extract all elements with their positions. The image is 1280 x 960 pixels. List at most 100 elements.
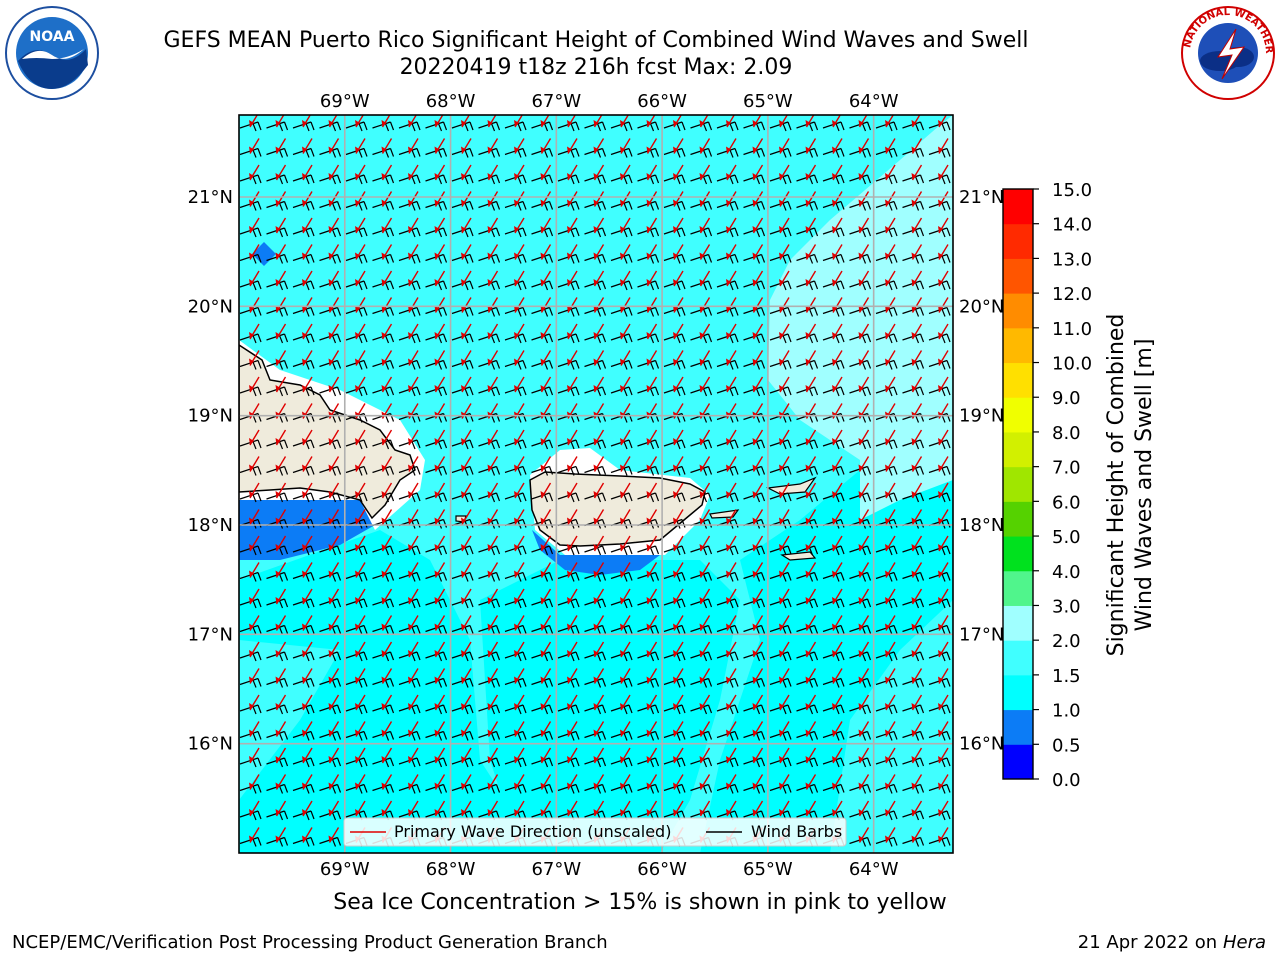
wind-barb — [716, 757, 739, 768]
wave-direction-arrow — [302, 588, 313, 605]
wave-direction-arrow — [514, 297, 525, 313]
wind-barb — [610, 598, 633, 609]
wave-direction-arrow — [302, 694, 313, 711]
wind-barb — [504, 333, 527, 344]
wave-direction-arrow — [381, 774, 393, 790]
wave-direction-arrow — [355, 244, 366, 260]
wind-barb — [663, 757, 686, 768]
wind-barb — [716, 280, 739, 291]
wave-direction-arrow — [487, 164, 499, 181]
wind-barb — [557, 704, 580, 715]
wave-direction-arrow — [938, 429, 949, 446]
wave-direction-arrow — [620, 191, 631, 207]
wave-direction-arrow — [858, 800, 870, 817]
wave-direction-arrow — [249, 164, 260, 181]
wave-direction-arrow — [302, 429, 313, 446]
wave-direction-arrow — [275, 244, 287, 260]
wind-barb — [928, 227, 951, 238]
wave-direction-arrow — [805, 191, 817, 207]
colorbar-bin — [1003, 223, 1033, 259]
wind-barb — [239, 836, 262, 847]
noaa-logo-text: NOAA — [30, 29, 75, 45]
footer-credit: NCEP/EMC/Verification Post Processing Pr… — [12, 932, 608, 953]
wave-direction-arrow — [752, 615, 764, 631]
wave-direction-arrow — [646, 721, 658, 737]
wind-barb — [849, 651, 872, 662]
wave-direction-arrow — [779, 747, 790, 764]
wave-direction-arrow — [302, 297, 313, 313]
wind-barb — [875, 624, 898, 635]
wind-barb — [345, 439, 368, 450]
wave-direction-arrow — [461, 694, 472, 711]
wind-barb — [716, 174, 739, 185]
wind-barb — [849, 465, 872, 476]
wave-direction-arrow — [726, 509, 737, 525]
wind-barb — [928, 624, 951, 635]
wind-barb — [610, 174, 633, 185]
wind-barb — [451, 253, 474, 264]
wind-barb — [690, 624, 713, 635]
wave-direction-arrow — [699, 115, 709, 128]
wave-direction-arrow — [487, 456, 499, 472]
wind-barb — [796, 280, 819, 291]
wave-direction-arrow — [593, 562, 605, 578]
wave-direction-arrow — [699, 323, 711, 340]
wave-direction-arrow — [487, 350, 499, 366]
wave-direction-arrow — [752, 217, 764, 234]
wave-direction-arrow — [275, 350, 287, 366]
wave-direction-arrow — [673, 164, 684, 181]
wave-direction-arrow — [540, 217, 552, 234]
wind-barb — [769, 571, 792, 582]
wave-direction-arrow — [646, 191, 658, 207]
wave-direction-arrow — [779, 164, 790, 181]
wave-direction-arrow — [434, 270, 446, 287]
wave-direction-arrow — [858, 350, 870, 366]
wind-barb — [531, 200, 554, 211]
wind-barb — [902, 465, 925, 476]
wind-barb — [425, 783, 448, 794]
wind-barb — [743, 571, 766, 582]
wind-barb — [266, 465, 289, 476]
wind-barb — [584, 704, 607, 715]
wind-barb — [319, 333, 342, 344]
wind-barb — [425, 651, 448, 662]
wind-barb — [875, 174, 898, 185]
wind-barb — [875, 598, 898, 609]
wave-direction-arrow — [911, 588, 923, 605]
wave-direction-arrow — [938, 115, 948, 128]
wind-barb — [875, 730, 898, 741]
wind-barb — [319, 810, 342, 821]
wind-barb — [292, 810, 315, 821]
wind-barb — [531, 704, 554, 715]
wave-direction-arrow — [355, 138, 366, 154]
wind-barb — [849, 810, 872, 821]
wave-direction-arrow — [620, 164, 631, 181]
wave-direction-arrow — [540, 297, 552, 313]
wave-direction-arrow — [832, 668, 843, 684]
wind-barb — [849, 545, 872, 556]
wave-direction-arrow — [434, 588, 446, 605]
map-area — [239, 115, 953, 853]
colorbar-bin — [1003, 744, 1033, 780]
wave-direction-arrow — [673, 668, 684, 684]
wave-direction-arrow — [858, 747, 870, 764]
wave-direction-arrow — [434, 138, 446, 154]
wind-barb — [504, 439, 527, 450]
wave-direction-arrow — [275, 217, 287, 234]
wind-barb — [319, 121, 342, 132]
wind-barb — [928, 174, 951, 185]
wind-barb — [451, 306, 474, 317]
wind-barb — [716, 677, 739, 688]
tick-label-lat-right: 19°N — [959, 406, 1004, 427]
wave-direction-arrow — [514, 115, 524, 128]
wave-direction-arrow — [381, 323, 393, 340]
wind-barb — [769, 333, 792, 344]
wave-direction-arrow — [567, 641, 578, 658]
wind-barb — [849, 704, 872, 715]
wave-direction-arrow — [673, 456, 684, 472]
wave-direction-arrow — [249, 270, 260, 287]
wind-barb — [451, 147, 474, 158]
wind-barb — [398, 545, 421, 556]
wave-direction-arrow — [832, 138, 843, 154]
wind-barb — [769, 757, 792, 768]
